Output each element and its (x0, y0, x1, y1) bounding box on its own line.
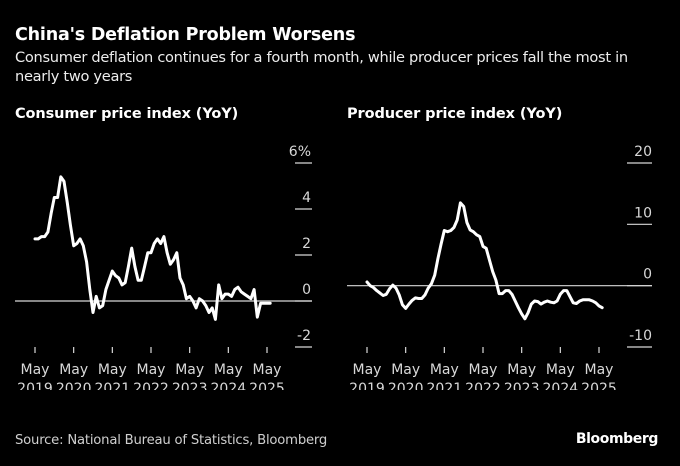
cpi-y-tick-label: 0 (302, 282, 311, 298)
ppi-x-tick-label: May 2019 (349, 362, 385, 390)
cpi-x-tick-label: May 2024 (211, 362, 247, 390)
ppi-x-tick-year: 2020 (388, 381, 424, 390)
cpi-chart: 6% 4 2 0 -2 May 2019 May 2020 May 2021 May 2022 May 20… (15, 144, 312, 390)
ppi-x-tick-label: May 2020 (388, 362, 424, 390)
cpi-x-tick-month: May (21, 362, 50, 378)
ppi-y-tick-label: 20 (634, 144, 652, 160)
cpi-x-tick-label: May 2020 (56, 362, 92, 390)
ppi-y-tick-label: -10 (629, 328, 652, 344)
cpi-x-tick-label: May 2022 (133, 362, 169, 390)
ppi-x-tick-month: May (546, 362, 575, 378)
cpi-y-tick-label: -2 (297, 328, 311, 344)
cpi-x-tick-year: 2024 (211, 381, 247, 390)
cpi-x-tick-year: 2023 (172, 381, 208, 390)
ppi-chart: 20 10 0 -10 May 2019 May 2020 May 2021 May 2022 May 2… (347, 144, 652, 390)
cpi-x-tick-month: May (98, 362, 127, 378)
cpi-x-tick-label: May 2021 (95, 362, 131, 390)
source-note: Source: National Bureau of Statistics, B… (15, 433, 328, 448)
cpi-y-tick-label: 2 (302, 236, 311, 252)
ppi-x-tick-label: May 2024 (543, 362, 579, 390)
ppi-x-tick-label: May 2022 (465, 362, 501, 390)
ppi-y-tick-label: 0 (643, 267, 652, 283)
ppi-y-tick-label: 10 (634, 205, 652, 221)
cpi-x-tick-year: 2020 (56, 381, 92, 390)
ppi-x-tick-year: 2019 (349, 381, 385, 390)
ppi-x-tick-month: May (353, 362, 382, 378)
ppi-x-tick-label: May 2025 (581, 362, 617, 390)
cpi-x-tick-year: 2022 (133, 381, 169, 390)
ppi-x-tick-year: 2024 (543, 381, 579, 390)
ppi-x-tick-year: 2021 (427, 381, 463, 390)
cpi-panel-title: Consumer price index (YoY) (15, 106, 239, 122)
chart-subtitle: Consumer deflation continues for a fourt… (15, 49, 628, 85)
cpi-x-tick-month: May (175, 362, 204, 378)
ppi-x-tick-month: May (430, 362, 459, 378)
ppi-x-tick-label: May 2023 (504, 362, 540, 390)
ppi-x-tick-month: May (507, 362, 536, 378)
cpi-x-tick-label: May 2023 (172, 362, 208, 390)
ppi-panel-title: Producer price index (YoY) (347, 106, 563, 122)
cpi-x-tick-label: May 2019 (17, 362, 53, 390)
ppi-series-line (365, 201, 604, 321)
cpi-x-tick-year: 2019 (17, 381, 53, 390)
ppi-x-tick-year: 2025 (581, 381, 617, 390)
ppi-x-tick-year: 2023 (504, 381, 540, 390)
cpi-x-tick-year: 2021 (95, 381, 131, 390)
cpi-x-tick-label: May 2025 (249, 362, 285, 390)
cpi-series-line (33, 175, 272, 321)
cpi-y-tick-label: 6% (289, 144, 311, 160)
ppi-x-tick-label: May 2021 (427, 362, 463, 390)
ppi-x-tick-year: 2022 (465, 381, 501, 390)
cpi-x-tick-month: May (137, 362, 166, 378)
ppi-x-tick-month: May (585, 362, 614, 378)
bloomberg-logo: Bloomberg (575, 431, 659, 447)
cpi-y-tick-label: 4 (302, 190, 311, 206)
ppi-x-tick-month: May (391, 362, 420, 378)
cpi-x-tick-year: 2025 (249, 381, 285, 390)
cpi-x-tick-month: May (253, 362, 282, 378)
chart-title: China's Deflation Problem Worsens (15, 25, 356, 45)
ppi-x-tick-month: May (469, 362, 498, 378)
cpi-x-tick-month: May (59, 362, 88, 378)
cpi-x-tick-month: May (214, 362, 243, 378)
